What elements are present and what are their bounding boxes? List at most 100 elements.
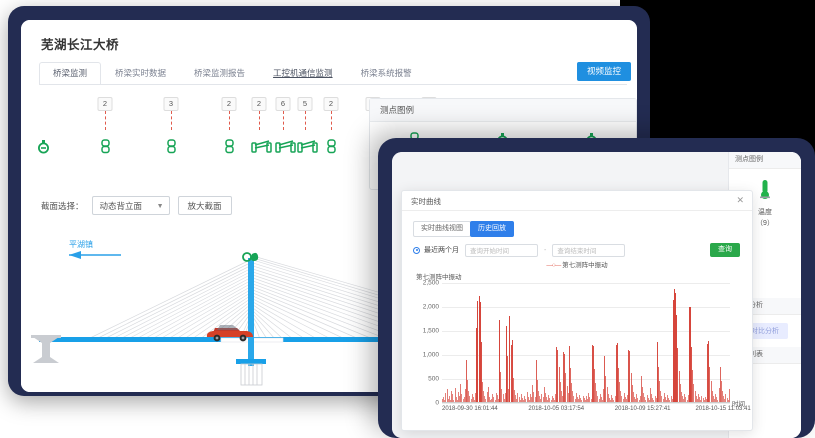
chart-bar: [675, 293, 677, 403]
chart-bar: [670, 396, 672, 403]
chart-bar: [526, 392, 528, 403]
x-axis-tick: 2018-09-30 16:01:44: [442, 406, 498, 412]
chart-bar: [447, 398, 449, 403]
chart-bar: [445, 393, 447, 403]
modal-screen: 测点图例 温度 （9） 对比分析 对比分析 测点列表 实时曲线 ✕: [392, 152, 801, 438]
chart-bar: [728, 388, 730, 403]
chart-bar: [527, 396, 529, 403]
chart-bar: [579, 394, 581, 403]
modal-tab-0[interactable]: 实时曲线视图: [413, 221, 471, 237]
chart-bar: [638, 399, 640, 403]
sensor-marker-7[interactable]: 2: [323, 97, 339, 156]
chart-bar: [592, 345, 594, 403]
chart-bar: [455, 397, 457, 403]
chart-bar: [591, 344, 593, 403]
chart-bar: [507, 355, 509, 403]
sensor-marker-3[interactable]: 2: [221, 97, 237, 156]
chart-bar: [626, 399, 628, 403]
grid-line: [442, 403, 730, 404]
chart-x-axis-label: 时间: [732, 401, 745, 408]
chart-bar: [695, 396, 697, 403]
modal-tab-1[interactable]: 历史回放: [470, 221, 514, 237]
chart-bar: [559, 382, 561, 403]
tab-1[interactable]: 桥梁实时数据: [115, 68, 167, 78]
chart-bar: [667, 395, 669, 403]
link-sensor-icon: [297, 139, 319, 156]
chart-bar: [600, 397, 602, 403]
chart-bar: [668, 398, 670, 403]
tab-2[interactable]: 桥梁监测报告: [194, 68, 246, 78]
chart-bar: [574, 399, 576, 403]
chart-plot-area: 0 500 1,000 1,500 2,000 2,500 2018-09-30 16:01…: [423, 280, 751, 413]
tab-4[interactable]: 桥梁系统报警: [360, 68, 412, 78]
sensor-marker-0[interactable]: [35, 139, 51, 156]
chart-bar: [686, 399, 688, 403]
chart-bar: [645, 399, 647, 403]
start-time-input[interactable]: 查询开始时间: [465, 243, 538, 257]
tab-0[interactable]: 桥梁监测: [39, 62, 102, 84]
chart-bar: [462, 398, 464, 403]
chart-bar: [663, 393, 665, 403]
chart-bar: [586, 396, 588, 403]
chart-bar: [724, 398, 726, 403]
chart-bar: [476, 328, 478, 403]
chart-legend[interactable]: —○— 第七测阵中振动: [402, 259, 752, 269]
anchor-sensor-icon: [37, 139, 50, 156]
page-title: 芜湖长江大桥: [41, 38, 120, 52]
backdrop-block-top: [655, 0, 815, 128]
chart-bar: [719, 366, 721, 403]
sensor-marker-5[interactable]: 6: [275, 97, 296, 156]
chart-bar: [452, 394, 454, 403]
side-panel-sensor[interactable]: 温度 （9）: [729, 169, 801, 238]
chart-bar: [723, 395, 725, 403]
x-axis-tick: 2018-10-05 03:17:54: [528, 406, 585, 412]
chart-bar: [619, 382, 621, 403]
chart-bar: [684, 393, 686, 403]
chart-bar: [583, 398, 585, 403]
sensor-marker-1[interactable]: 2: [97, 97, 113, 156]
sensor-badge: 3: [163, 97, 179, 111]
chart-bar: [506, 325, 508, 403]
chart-bar: [466, 360, 468, 403]
video-monitor-button[interactable]: 视频监控: [576, 62, 631, 81]
chart-bar: [551, 395, 553, 403]
grid-line: [442, 283, 730, 284]
section-selector-dropdown[interactable]: 动态背立面 ▼: [91, 196, 170, 215]
modal-header: 实时曲线 ✕: [402, 191, 752, 211]
chart-bar: [614, 396, 616, 403]
tab-3[interactable]: 工控机通信监测: [273, 68, 333, 78]
chart-bar: [691, 346, 693, 403]
chart-bar: [652, 397, 654, 403]
end-time-input[interactable]: 查询结束时间: [552, 243, 626, 257]
recent-two-months-radio[interactable]: 最近两个月: [413, 245, 459, 255]
sensor-marker-4[interactable]: 2: [251, 97, 272, 156]
sensor-marker-2[interactable]: 3: [163, 97, 179, 156]
chart-bar: [706, 398, 708, 403]
chart-bar: [540, 398, 542, 403]
chart-bar: [460, 383, 462, 403]
chart-bar: [517, 393, 519, 403]
sensor-marker-6[interactable]: 5: [297, 97, 318, 156]
chart-bar: [696, 398, 698, 403]
chart-bar: [703, 400, 705, 403]
chart-bar: [491, 398, 493, 403]
chart-bar: [512, 378, 514, 403]
chart-bar: [519, 399, 521, 403]
sensor-badge: 2: [97, 97, 113, 111]
chart-bar: [605, 376, 607, 403]
link-sensor-icon: [251, 139, 273, 156]
chart-bar: [682, 396, 684, 403]
close-icon[interactable]: ✕: [736, 195, 744, 205]
chart-bar: [669, 400, 671, 403]
compare-analysis-button[interactable]: 对比分析: [742, 323, 788, 339]
chart-bar: [607, 393, 609, 403]
chart-bar: [564, 354, 566, 403]
chart-bar: [595, 383, 597, 403]
chart-bar: [536, 380, 538, 403]
zoom-section-button[interactable]: 放大截面: [177, 196, 232, 215]
query-button[interactable]: 查询: [710, 243, 740, 257]
chart-bar: [548, 395, 550, 403]
chart-bar: [504, 392, 506, 403]
chart-bar: [685, 397, 687, 403]
chart-y-axis-label: 第七测阵中振动: [416, 274, 462, 281]
